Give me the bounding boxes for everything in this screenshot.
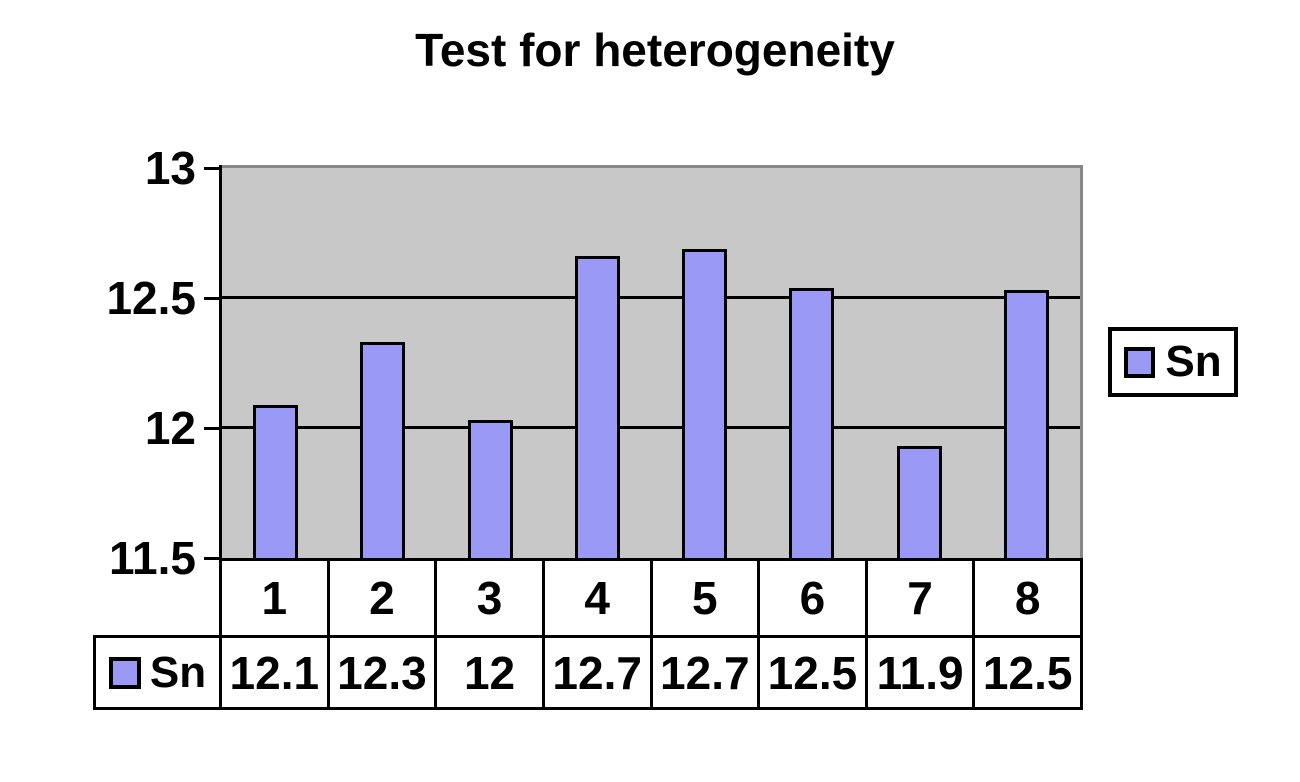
category-cell: 2 (326, 561, 435, 635)
value-cell: 12.1 (229, 646, 320, 699)
value-cell: 11.9 (864, 638, 973, 707)
data-table-row: Sn 12.1 12.3 12 12.7 12.7 12.5 11.9 12.5 (93, 635, 1083, 710)
value-cell: 12 (434, 638, 542, 707)
value-cell: 12.5 (972, 638, 1080, 707)
value-cell: 12.3 (326, 638, 435, 707)
y-axis-label: 11.5 (109, 532, 196, 584)
bar (897, 446, 942, 558)
series-swatch-icon (108, 656, 141, 689)
bar (575, 256, 620, 558)
category-cell: 1 (261, 572, 288, 624)
plot-area (222, 165, 1083, 558)
data-table-row-header: Sn (96, 638, 222, 707)
bar (682, 249, 727, 558)
legend-box: Sn (1108, 327, 1238, 397)
category-cell: 3 (434, 561, 542, 635)
y-axis-line (219, 165, 222, 561)
category-cell: 5 (649, 561, 758, 635)
value-cell: 12.7 (649, 638, 758, 707)
y-axis-tick (204, 557, 219, 560)
category-cell: 4 (541, 561, 650, 635)
category-cell: 7 (864, 561, 973, 635)
y-axis-tick (204, 427, 219, 430)
gridline (222, 426, 1080, 429)
chart-title: Test for heterogeneity (415, 24, 895, 76)
y-axis-label: 12 (144, 402, 196, 454)
y-axis-label: 13 (144, 142, 196, 194)
bar (253, 405, 298, 558)
y-axis-tick (204, 167, 219, 170)
bar (1004, 290, 1049, 558)
bar (789, 288, 834, 558)
gridline (222, 296, 1080, 299)
category-cell: 8 (972, 561, 1080, 635)
row-header-label: Sn (149, 647, 207, 697)
value-cell: 12.7 (541, 638, 650, 707)
category-cell: 6 (757, 561, 865, 635)
value-cell: 12.5 (757, 638, 865, 707)
legend-swatch-icon (1124, 346, 1156, 378)
y-axis-label: 12.5 (106, 272, 196, 324)
bar (360, 342, 405, 558)
y-axis-tick (204, 297, 219, 300)
legend-label: Sn (1165, 337, 1222, 386)
bar (468, 420, 513, 558)
